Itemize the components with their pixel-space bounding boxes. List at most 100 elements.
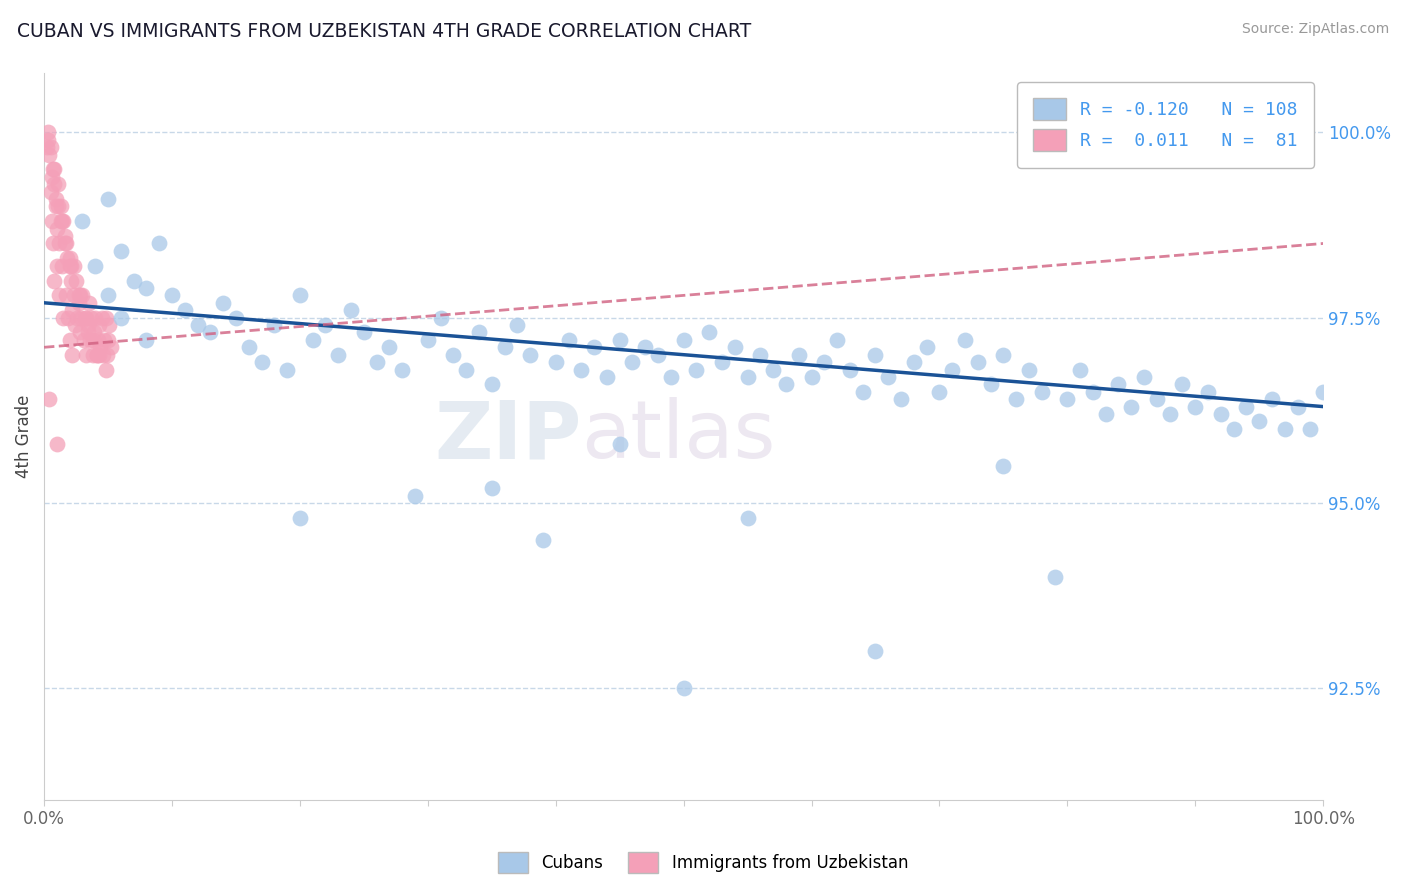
Point	[122, 274, 145, 288]
Point	[66, 310, 89, 325]
Point	[59, 252, 82, 266]
Point	[569, 362, 592, 376]
Point	[45, 199, 67, 213]
Point	[110, 310, 132, 325]
Point	[75, 348, 97, 362]
Point	[787, 348, 810, 362]
Point	[72, 288, 94, 302]
Point	[83, 326, 105, 340]
Point	[609, 333, 631, 347]
Point	[1133, 370, 1156, 384]
Point	[276, 362, 298, 376]
Point	[94, 362, 117, 376]
Point	[1094, 407, 1116, 421]
Point	[1056, 392, 1078, 407]
Point	[173, 303, 195, 318]
Point	[45, 436, 67, 450]
Point	[966, 355, 988, 369]
Legend: Cubans, Immigrants from Uzbekistan: Cubans, Immigrants from Uzbekistan	[491, 846, 915, 880]
Point	[1312, 384, 1334, 399]
Point	[38, 147, 60, 161]
Point	[86, 348, 108, 362]
Point	[46, 199, 69, 213]
Point	[980, 377, 1002, 392]
Point	[93, 333, 115, 347]
Point	[685, 362, 707, 376]
Point	[39, 140, 62, 154]
Point	[621, 355, 644, 369]
Point	[609, 436, 631, 450]
Point	[90, 310, 112, 325]
Point	[49, 199, 72, 213]
Text: CUBAN VS IMMIGRANTS FROM UZBEKISTAN 4TH GRADE CORRELATION CHART: CUBAN VS IMMIGRANTS FROM UZBEKISTAN 4TH …	[17, 22, 751, 41]
Point	[825, 333, 848, 347]
Point	[1069, 362, 1091, 376]
Legend: R = -0.120   N = 108, R =  0.011   N =  81: R = -0.120 N = 108, R = 0.011 N = 81	[1017, 82, 1315, 168]
Point	[928, 384, 950, 399]
Point	[37, 133, 59, 147]
Point	[711, 355, 734, 369]
Point	[456, 362, 478, 376]
Point	[53, 236, 76, 251]
Point	[59, 274, 82, 288]
Point	[263, 318, 285, 332]
Point	[76, 318, 98, 332]
Point	[35, 140, 58, 154]
Point	[65, 274, 87, 288]
Point	[84, 259, 107, 273]
Point	[724, 340, 747, 354]
Point	[45, 221, 67, 235]
Point	[91, 348, 114, 362]
Point	[288, 288, 311, 302]
Point	[89, 340, 111, 354]
Point	[73, 310, 96, 325]
Point	[378, 340, 401, 354]
Text: Source: ZipAtlas.com: Source: ZipAtlas.com	[1241, 22, 1389, 37]
Point	[1121, 400, 1143, 414]
Point	[62, 259, 84, 273]
Point	[762, 362, 785, 376]
Point	[55, 236, 77, 251]
Text: ZIP: ZIP	[434, 397, 581, 475]
Point	[82, 333, 104, 347]
Point	[737, 370, 759, 384]
Point	[328, 348, 350, 362]
Point	[315, 318, 337, 332]
Point	[1081, 384, 1104, 399]
Point	[67, 295, 90, 310]
Point	[160, 288, 183, 302]
Point	[55, 288, 77, 302]
Point	[659, 370, 682, 384]
Point	[52, 214, 75, 228]
Point	[42, 162, 65, 177]
Point	[46, 177, 69, 191]
Point	[97, 333, 120, 347]
Point	[87, 318, 110, 332]
Point	[86, 348, 108, 362]
Point	[993, 348, 1015, 362]
Point	[135, 333, 157, 347]
Point	[44, 274, 66, 288]
Point	[97, 192, 120, 206]
Point	[51, 214, 73, 228]
Point	[1197, 384, 1219, 399]
Point	[45, 259, 67, 273]
Point	[148, 236, 170, 251]
Point	[353, 326, 375, 340]
Point	[87, 333, 110, 347]
Point	[865, 644, 887, 658]
Point	[48, 288, 70, 302]
Point	[1299, 422, 1322, 436]
Point	[1249, 414, 1271, 428]
Point	[838, 362, 860, 376]
Point	[953, 333, 976, 347]
Point	[1286, 400, 1309, 414]
Point	[1209, 407, 1232, 421]
Point	[852, 384, 875, 399]
Point	[73, 333, 96, 347]
Point	[1159, 407, 1181, 421]
Point	[1184, 400, 1206, 414]
Point	[76, 326, 98, 340]
Point	[59, 259, 82, 273]
Point	[813, 355, 835, 369]
